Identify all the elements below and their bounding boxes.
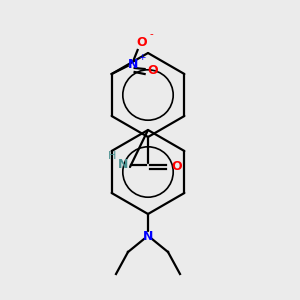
Text: N: N bbox=[128, 58, 138, 71]
Text: N: N bbox=[143, 230, 153, 242]
Text: O: O bbox=[147, 64, 158, 77]
Text: N: N bbox=[118, 158, 128, 170]
Text: H: H bbox=[108, 151, 116, 161]
Text: -: - bbox=[150, 29, 154, 39]
Text: +: + bbox=[138, 53, 146, 62]
Text: O: O bbox=[136, 35, 147, 49]
Text: O: O bbox=[172, 160, 182, 172]
